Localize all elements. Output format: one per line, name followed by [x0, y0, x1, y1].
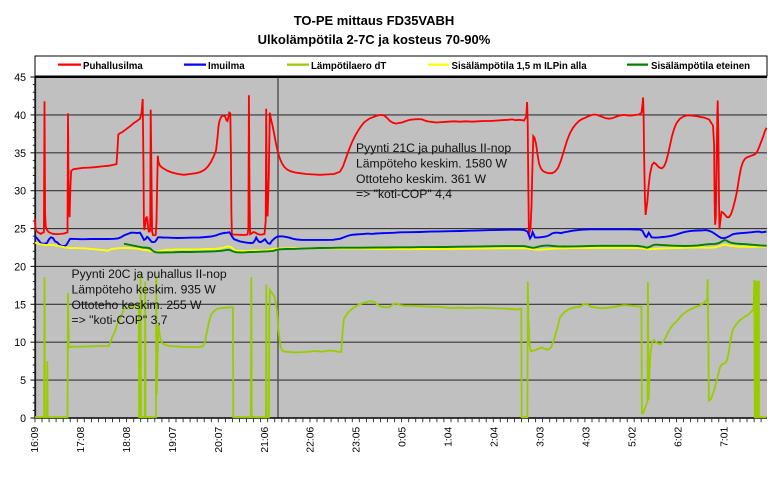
svg-text:23:05: 23:05	[352, 427, 363, 453]
svg-text:10: 10	[14, 337, 26, 349]
svg-text:Lämpöteho keskim. 935 W: Lämpöteho keskim. 935 W	[72, 282, 217, 296]
svg-text:5: 5	[20, 375, 26, 387]
svg-text:=> "koti-COP" 3,7: => "koti-COP" 3,7	[72, 313, 168, 327]
svg-text:Puhallusilma: Puhallusilma	[83, 61, 143, 72]
svg-text:Sisälämpötila eteinen: Sisälämpötila eteinen	[651, 61, 750, 72]
svg-text:Imuilma: Imuilma	[208, 61, 245, 72]
svg-text:4:03: 4:03	[582, 427, 593, 447]
svg-text:40: 40	[14, 110, 26, 122]
svg-text:45: 45	[14, 72, 26, 84]
svg-text:20:07: 20:07	[214, 427, 225, 453]
svg-text:0: 0	[20, 413, 26, 425]
svg-text:16:09: 16:09	[30, 427, 41, 453]
svg-text:1:04: 1:04	[444, 427, 455, 447]
svg-text:Sisälämpötila 1,5 m ILPin alla: Sisälämpötila 1,5 m ILPin alla	[452, 61, 588, 72]
svg-text:6:02: 6:02	[674, 427, 685, 447]
svg-text:19:07: 19:07	[168, 427, 179, 453]
svg-text:17:08: 17:08	[76, 427, 87, 453]
svg-text:5:02: 5:02	[628, 427, 639, 447]
svg-text:0:05: 0:05	[398, 427, 409, 447]
svg-text:3:03: 3:03	[536, 427, 547, 447]
svg-text:15: 15	[14, 299, 26, 311]
svg-text:Ottoteho keskim. 361 W: Ottoteho keskim. 361 W	[356, 172, 487, 186]
svg-text:35: 35	[14, 148, 26, 160]
svg-text:TO-PE mittaus FD35VABH: TO-PE mittaus FD35VABH	[294, 13, 455, 28]
svg-text:Lämpöteho keskim. 1580 W: Lämpöteho keskim. 1580 W	[356, 156, 508, 170]
svg-text:2:04: 2:04	[490, 427, 501, 447]
svg-text:20: 20	[14, 261, 26, 273]
svg-text:Ulkolämpötila 2-7C ja kosteus: Ulkolämpötila 2-7C ja kosteus 70-90%	[258, 32, 491, 47]
svg-text:18:08: 18:08	[122, 427, 133, 453]
svg-text:Ottoteho keskim. 255 W: Ottoteho keskim. 255 W	[72, 298, 203, 312]
svg-text:30: 30	[14, 186, 26, 198]
svg-text:Pyynti 21C ja puhallus II-nop: Pyynti 21C ja puhallus II-nop	[356, 141, 511, 155]
svg-text:Lämpötilaero dT: Lämpötilaero dT	[311, 61, 386, 72]
svg-text:=> "koti-COP" 4,4: => "koti-COP" 4,4	[356, 187, 452, 201]
svg-text:22:06: 22:06	[306, 427, 317, 453]
svg-text:Pyynti 20C ja puhallus II-nop: Pyynti 20C ja puhallus II-nop	[72, 267, 227, 281]
svg-text:21:06: 21:06	[260, 427, 271, 453]
svg-text:7:01: 7:01	[719, 427, 730, 447]
svg-text:25: 25	[14, 224, 26, 236]
